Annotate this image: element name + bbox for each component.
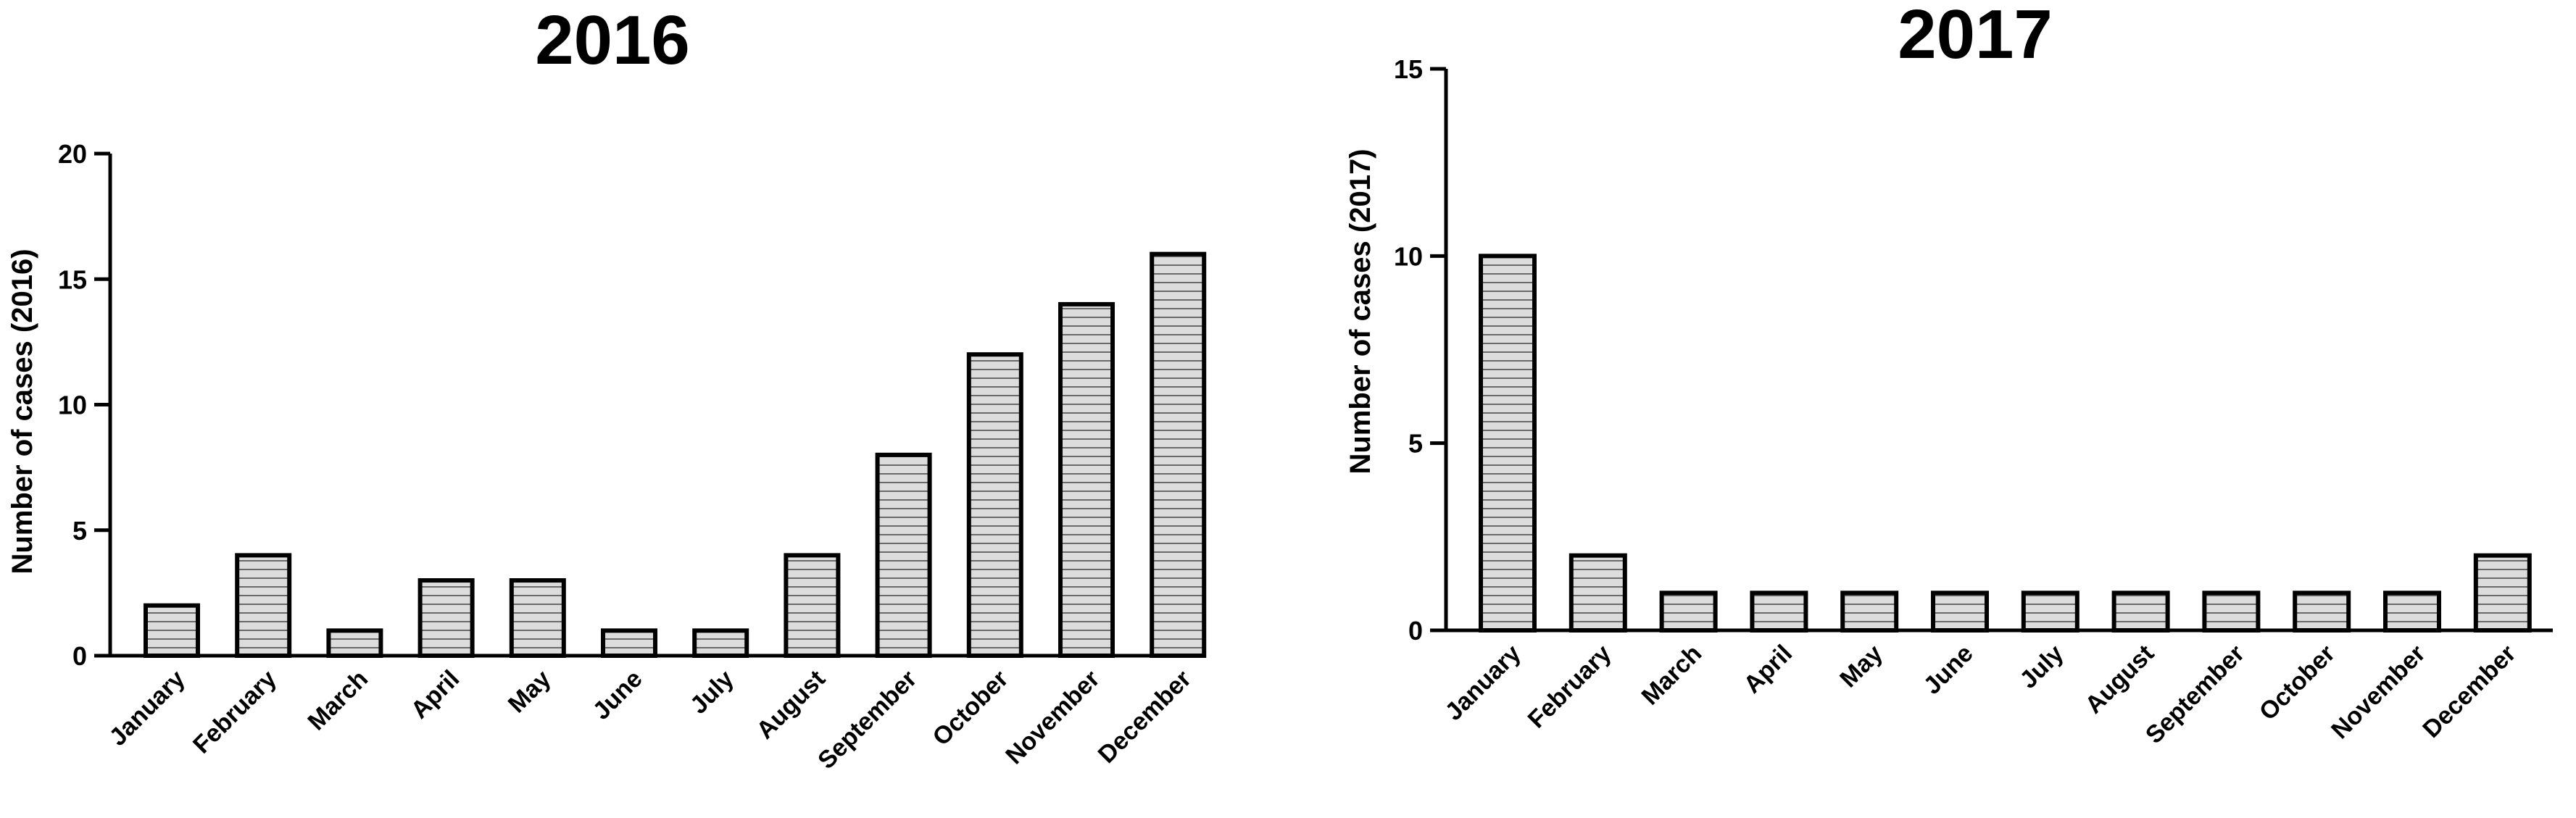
chart-2017-category-label: July bbox=[2014, 640, 2069, 694]
chart-2017-bar-february bbox=[1569, 553, 1627, 633]
chart-2016-bar-march bbox=[326, 628, 383, 658]
chart-2017-bar-april bbox=[1750, 590, 1808, 633]
chart-2016-bar-june bbox=[601, 628, 657, 658]
chart-2016-category-label: April bbox=[406, 665, 465, 725]
chart-2016-category-label: February bbox=[188, 665, 282, 759]
chart-2017-ytick-label: 0 bbox=[1408, 616, 1423, 646]
chart-2016-title: 2016 bbox=[535, 1, 690, 79]
chart-2016-category-label: August bbox=[751, 665, 831, 745]
chart-2017-category-label: May bbox=[1835, 640, 1888, 693]
chart-2016-bar-september bbox=[875, 452, 932, 658]
chart-2016-category-label: November bbox=[1000, 665, 1105, 769]
chart-2017-category-label: February bbox=[1523, 640, 1617, 734]
chart-2016-ytick-label: 15 bbox=[58, 264, 87, 294]
chart-2016-bar-april bbox=[417, 578, 475, 658]
chart-2016-bar-august bbox=[784, 553, 841, 659]
chart-2017-category-label: August bbox=[2080, 640, 2160, 719]
chart-2017-category-label: June bbox=[1919, 640, 1979, 700]
chart-2017-ytick-label: 10 bbox=[1394, 241, 1423, 271]
chart-2016-category-label: September bbox=[813, 665, 922, 775]
chart-2017-bars bbox=[1479, 254, 2532, 633]
chart-2016-bar-july bbox=[692, 628, 749, 658]
chart-2016-bar-february bbox=[235, 553, 292, 659]
chart-2016-category-label: October bbox=[927, 665, 1013, 751]
chart-2017-category-label: January bbox=[1440, 640, 1526, 726]
chart-2016-bar-january bbox=[144, 603, 200, 659]
chart-2016-bar-december bbox=[1150, 251, 1207, 659]
chart-2016-category-label: May bbox=[503, 665, 557, 719]
chart-2016-ytick-label: 0 bbox=[72, 641, 87, 671]
chart-2016-category-label: March bbox=[302, 665, 373, 736]
chart-2016: 2016 Number of cases (2016) 0 5 10 15 20 Jan… bbox=[7, 1, 1207, 775]
chart-2016-ytick-label: 5 bbox=[72, 516, 87, 546]
chart-2016-category-label: December bbox=[1093, 665, 1197, 769]
chart-2016-category-label: July bbox=[685, 665, 739, 719]
chart-2016-y-ticks: 0 5 10 15 20 bbox=[58, 139, 110, 671]
chart-2017-bar-december bbox=[2473, 553, 2532, 633]
chart-2016-bars bbox=[144, 251, 1207, 659]
chart-2017-bar-march bbox=[1659, 590, 1718, 633]
chart-2016-category-label: January bbox=[104, 665, 191, 751]
chart-2017-axes bbox=[1444, 69, 2553, 633]
chart-2017-y-ticks: 0 5 10 15 bbox=[1394, 54, 1446, 646]
chart-2017-bar-october bbox=[2293, 590, 2351, 633]
chart-2017-category-label: September bbox=[2140, 640, 2250, 749]
chart-2017-bar-august bbox=[2111, 590, 2170, 633]
chart-2016-category-label: June bbox=[588, 665, 648, 725]
chart-2017-bar-january bbox=[1479, 254, 1537, 633]
chart-2017-ytick-label: 5 bbox=[1408, 429, 1423, 459]
chart-2017-bar-november bbox=[2383, 590, 2441, 633]
chart-2017-category-label: April bbox=[1738, 640, 1798, 699]
chart-2017-category-label: December bbox=[2417, 640, 2521, 743]
chart-2017-category-label: March bbox=[1637, 640, 1708, 711]
chart-2016-bar-november bbox=[1058, 301, 1115, 658]
chart-2016-ylabel: Number of cases (2016) bbox=[7, 249, 38, 574]
chart-2017-ylabel: Number of cases (2017) bbox=[1345, 149, 1376, 474]
chart-2017-ytick-label: 15 bbox=[1394, 54, 1423, 84]
chart-2016-bar-may bbox=[509, 578, 566, 658]
chart-2017-category-label: November bbox=[2326, 640, 2430, 744]
chart-2016-bar-october bbox=[966, 352, 1023, 658]
chart-2017-bar-june bbox=[1931, 590, 1989, 633]
chart-2017-bar-may bbox=[1840, 590, 1899, 633]
chart-2016-ytick-label: 20 bbox=[58, 139, 87, 169]
chart-2017-category-label: October bbox=[2254, 640, 2340, 726]
chart-2017-bar-september bbox=[2202, 590, 2261, 633]
chart-2017-bar-july bbox=[2021, 590, 2080, 633]
chart-2016-ytick-label: 10 bbox=[58, 391, 87, 420]
chart-2017: 2017 Number of cases (2017) 0 5 10 15 Janua… bbox=[1345, 0, 2553, 749]
chart-2016-axes bbox=[108, 154, 1168, 658]
chart-2017-title: 2017 bbox=[1898, 0, 2053, 73]
